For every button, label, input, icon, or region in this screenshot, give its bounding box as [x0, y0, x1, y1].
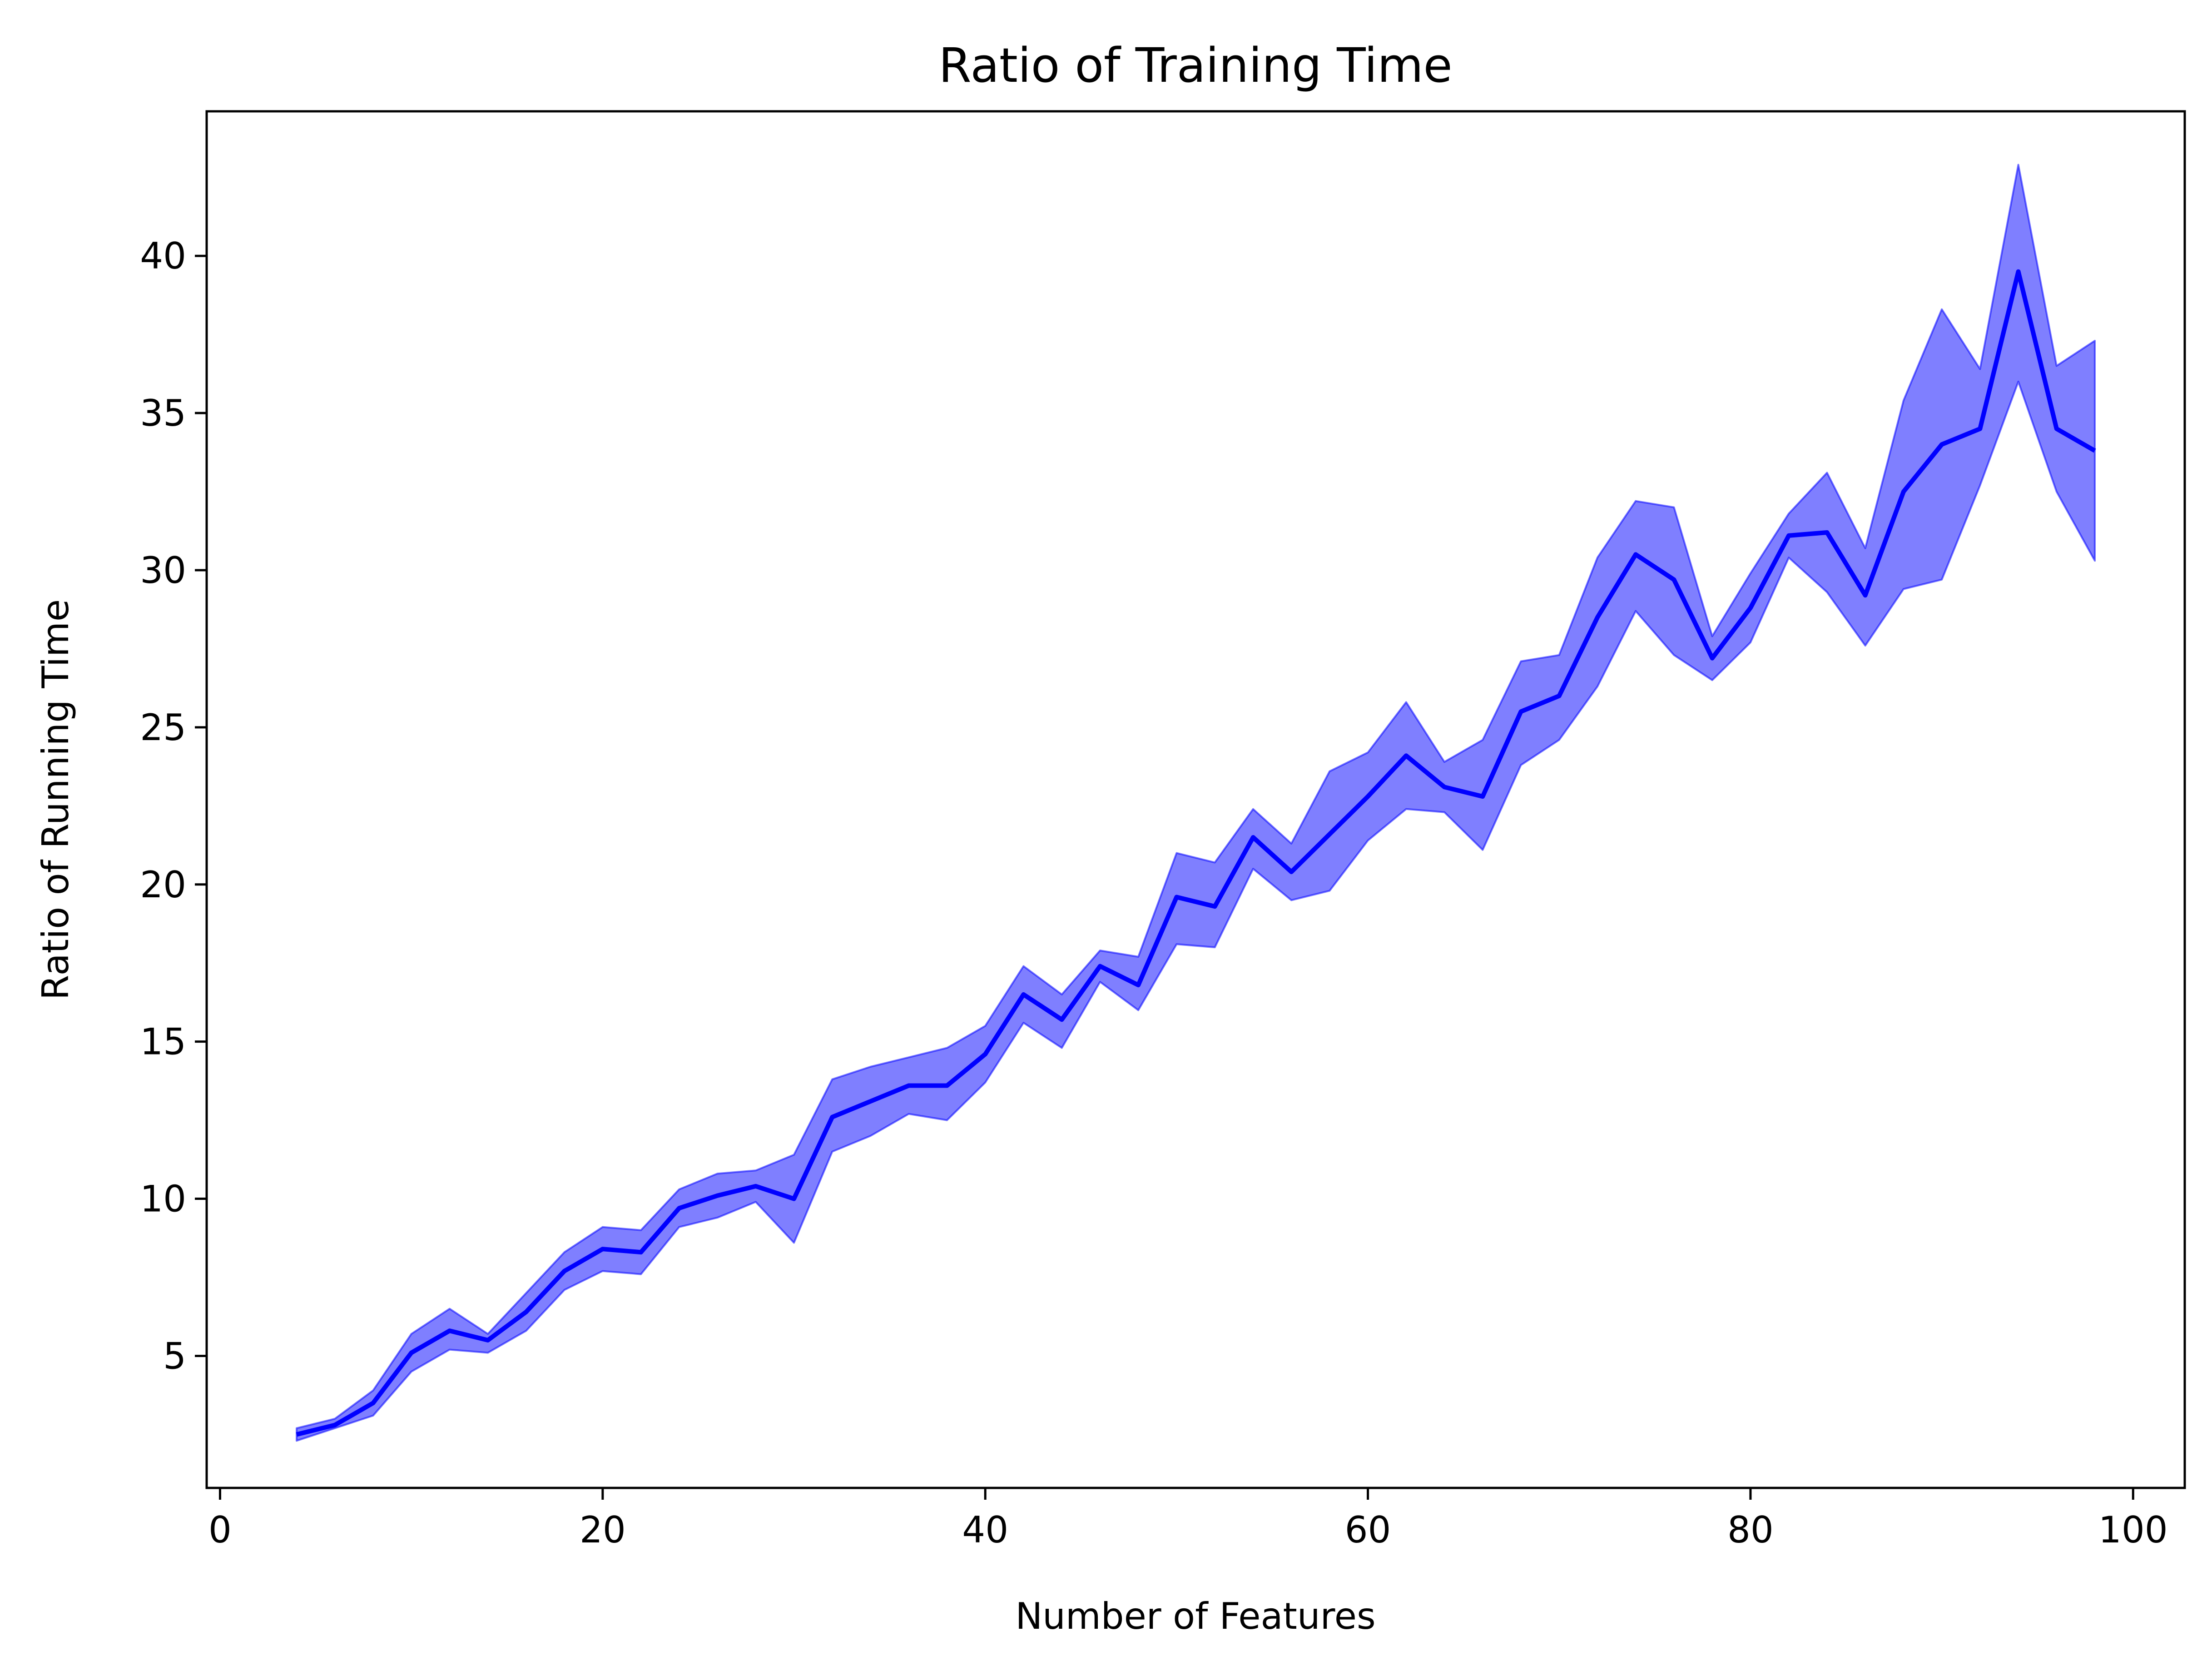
x-tick-label: 60 — [1345, 1509, 1391, 1551]
chart-title: Ratio of Training Time — [938, 38, 1452, 93]
series-line — [296, 269, 2096, 1437]
x-tick-label: 40 — [962, 1509, 1008, 1551]
y-tick-label: 10 — [140, 1178, 186, 1220]
y-tick-label: 35 — [140, 392, 186, 434]
y-tick-label: 20 — [140, 864, 186, 906]
x-axis-label: Number of Features — [1015, 1595, 1375, 1637]
y-axis-label: Ratio of Running Time — [35, 599, 77, 1000]
y-tick-label: 5 — [163, 1335, 186, 1377]
y-axis-ticks: 5 10 15 20 25 30 35 40 — [140, 235, 207, 1377]
series-line-layer — [296, 269, 2096, 1437]
confidence-band — [296, 164, 2096, 1442]
x-tick-label: 0 — [208, 1509, 232, 1551]
y-tick-label: 15 — [140, 1021, 186, 1063]
y-tick-label: 40 — [140, 235, 186, 277]
x-tick-label: 100 — [2098, 1509, 2168, 1551]
confidence-band-layer — [296, 164, 2096, 1442]
y-tick-label: 30 — [140, 549, 186, 592]
x-axis-ticks: 0 20 40 60 80 100 — [208, 1488, 2168, 1551]
x-tick-label: 80 — [1727, 1509, 1774, 1551]
y-tick-label: 25 — [140, 706, 186, 749]
x-tick-label: 20 — [580, 1509, 626, 1551]
plot-area-frame — [205, 110, 2186, 1489]
